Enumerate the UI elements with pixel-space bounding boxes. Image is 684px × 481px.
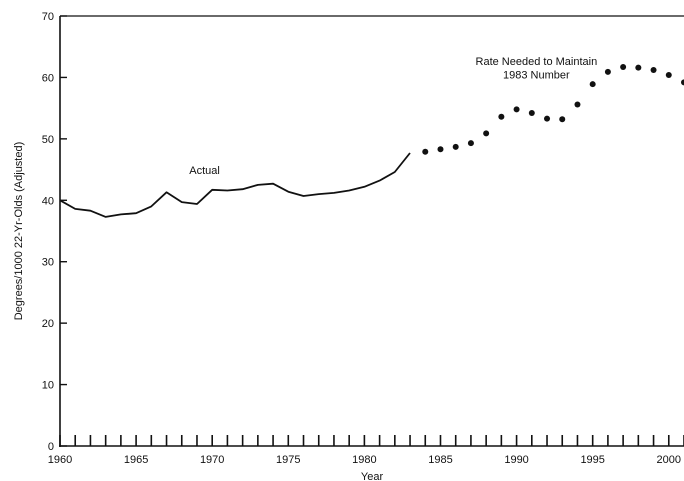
actual-line <box>59 152 411 218</box>
projected-point-1990 <box>513 106 520 113</box>
projected-point-1995 <box>589 81 596 88</box>
y-tick-label-30: 30 <box>42 257 54 269</box>
x-tick-label-1980: 1980 <box>352 454 376 466</box>
x-tick-label-1985: 1985 <box>428 454 452 466</box>
series-projected <box>422 63 684 155</box>
y-tick-label-60: 60 <box>42 72 54 84</box>
projected-point-1994 <box>574 101 581 108</box>
projected-point-1986 <box>452 143 459 150</box>
axes <box>59 15 684 447</box>
y-tick-label-70: 70 <box>42 11 54 23</box>
x-tick-label-1970: 1970 <box>200 454 224 466</box>
y-tick-label-10: 10 <box>42 380 54 392</box>
projected-point-2001 <box>681 79 684 86</box>
projected-point-1988 <box>483 130 490 137</box>
x-tick-label-1995: 1995 <box>580 454 604 466</box>
x-tick-label-2000: 2000 <box>657 454 681 466</box>
projected-point-1991 <box>528 110 535 117</box>
x-axis-title: Year <box>361 471 384 481</box>
projected-point-1999 <box>650 67 657 74</box>
annotation-3: 1983 Number <box>503 70 570 82</box>
x-tick-label-1990: 1990 <box>504 454 528 466</box>
tick-marks <box>59 15 684 447</box>
projected-point-1984 <box>422 148 429 155</box>
projected-point-1993 <box>559 116 566 123</box>
annotations: Actual Rate Needed to Maintain 1983 Number <box>189 56 597 177</box>
y-tick-label-0: 0 <box>48 441 54 453</box>
annotation-1: Actual <box>189 165 220 177</box>
tick-labels: 1960 1965 1970 1975 1980 1985 1990 1995 2000 0 10 2… <box>42 11 681 466</box>
x-tick-label-1960: 1960 <box>48 454 72 466</box>
projected-point-1985 <box>437 146 444 153</box>
y-tick-label-50: 50 <box>42 134 54 146</box>
projected-point-1989 <box>498 113 505 120</box>
projected-point-1987 <box>467 140 474 147</box>
y-tick-label-40: 40 <box>42 195 54 207</box>
y-tick-label-20: 20 <box>42 318 54 330</box>
annotation-2: Rate Needed to Maintain <box>476 56 598 68</box>
x-tick-label-1965: 1965 <box>124 454 148 466</box>
series-actual <box>59 152 411 218</box>
y-axis-title: Degrees/1000 22-Yr-Olds (Adjusted) <box>13 142 25 321</box>
projected-point-2000 <box>665 71 672 78</box>
projected-point-1998 <box>635 64 642 71</box>
projected-point-1992 <box>544 115 551 122</box>
x-tick-label-1975: 1975 <box>276 454 300 466</box>
projected-point-1997 <box>620 63 627 70</box>
projected-point-1996 <box>604 68 611 75</box>
